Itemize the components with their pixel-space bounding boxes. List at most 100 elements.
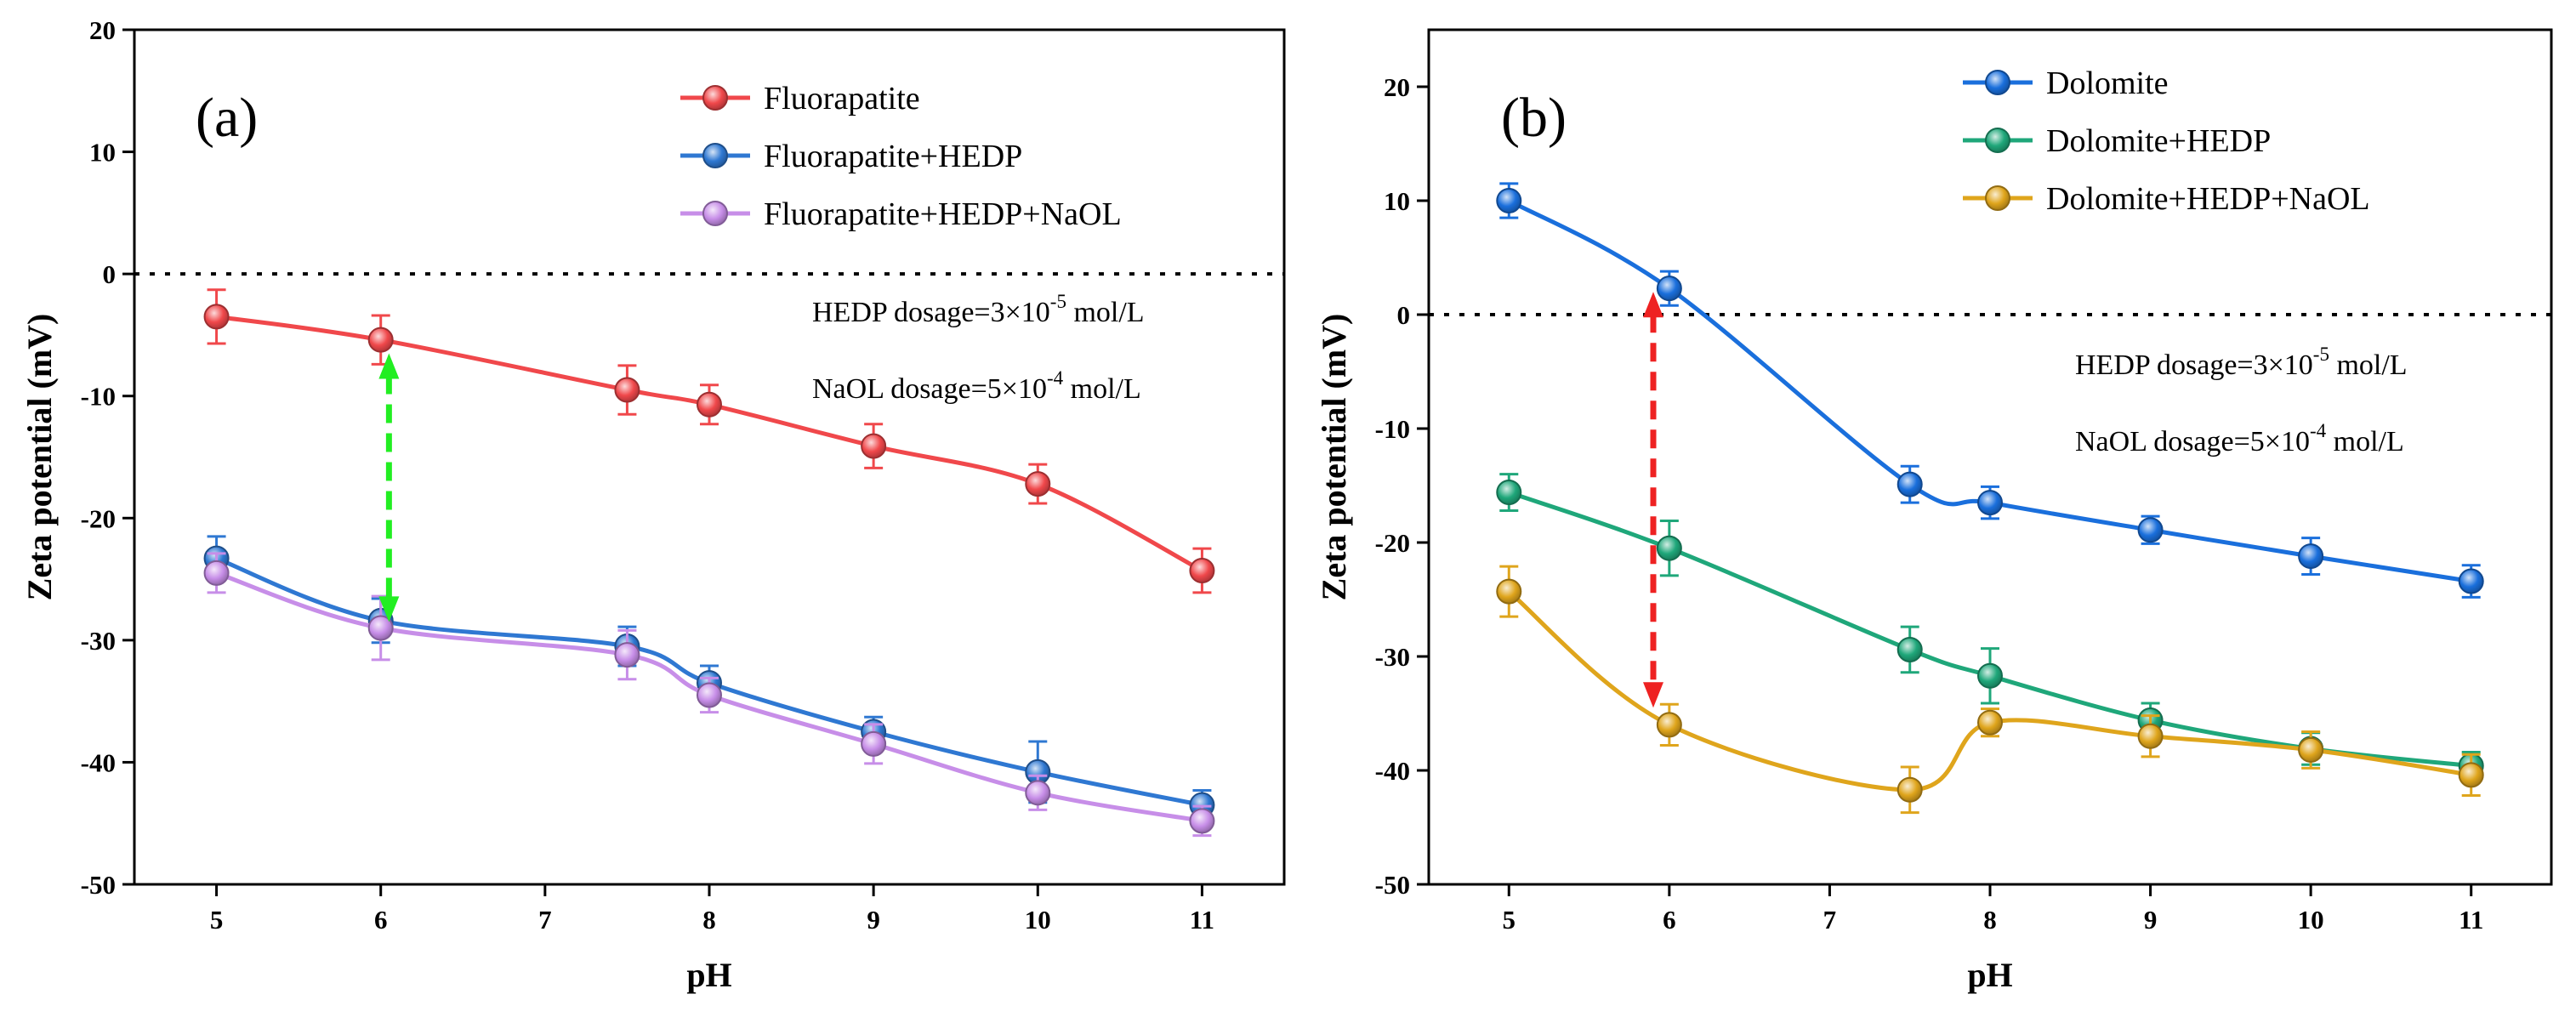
x-tick-label: 11: [1190, 905, 1214, 935]
data-point: [1977, 709, 2003, 736]
arrow-head-up: [1643, 292, 1663, 318]
dosage-annotation: NaOL dosage=5×10-4 mol/L: [812, 367, 1141, 405]
annotation-exponent: -4: [2310, 420, 2327, 441]
x-tick-label: 5: [1503, 905, 1516, 935]
data-point: [2137, 517, 2164, 543]
y-tick-label: -30: [81, 626, 116, 656]
x-axis-title: pH: [1967, 956, 2012, 994]
data-point: [1189, 558, 1215, 584]
y-tick-label: -50: [81, 870, 116, 900]
data-point: [2137, 723, 2164, 749]
x-axis-title: pH: [686, 956, 731, 994]
y-tick-label: -40: [81, 747, 116, 777]
data-point: [2298, 736, 2324, 763]
annotation-unit: mol/L: [2329, 349, 2408, 381]
legend-label: Fluorapatite+HEDP+NaOL: [764, 196, 1122, 232]
legend-marker: [702, 85, 728, 111]
data-point: [614, 377, 640, 403]
y-tick-label: -50: [1375, 870, 1410, 900]
annotation-text: NaOL dosage=5×10: [812, 373, 1047, 405]
data-point: [1656, 276, 1682, 302]
y-tick-label: -20: [1375, 528, 1410, 558]
legend-label: Fluorapatite: [764, 81, 920, 116]
data-point: [1977, 662, 2003, 689]
dosage-annotation: HEDP dosage=3×10-5 mol/L: [812, 291, 1145, 328]
legend-label: Dolomite: [2046, 65, 2169, 101]
data-point: [1496, 578, 1522, 605]
x-tick-label: 7: [538, 905, 552, 935]
series-line: [216, 314, 1203, 573]
x-tick-label: 6: [374, 905, 388, 935]
data-point: [614, 642, 640, 668]
y-tick-label: -10: [81, 382, 116, 412]
annotation-exponent: -4: [1047, 367, 1064, 389]
x-tick-label: 9: [867, 905, 880, 935]
data-point: [1896, 636, 1923, 662]
y-tick-label: -30: [1375, 642, 1410, 672]
y-tick-label: -20: [81, 503, 116, 533]
panel-label: (a): [196, 87, 258, 149]
x-tick-label: 10: [1025, 905, 1051, 935]
data-point: [861, 730, 887, 757]
data-point: [367, 327, 394, 353]
x-tick-label: 8: [702, 905, 716, 935]
y-tick-label: 0: [103, 259, 117, 289]
y-tick-label: -40: [1375, 756, 1410, 786]
annotation-unit: mol/L: [2326, 426, 2404, 457]
data-point: [697, 682, 722, 708]
legend-label: Dolomite+HEDP+NaOL: [2046, 181, 2370, 217]
dosage-annotation: HEDP dosage=3×10-5 mol/L: [2075, 344, 2408, 381]
data-point: [1025, 780, 1051, 806]
y-tick-label: 20: [89, 15, 116, 45]
y-tick-label: 0: [1397, 300, 1411, 330]
y-axis-title: Zeta potential (mV): [20, 314, 59, 601]
data-point: [1496, 188, 1522, 213]
x-tick-label: 11: [2459, 905, 2483, 935]
panel-label: (b): [1501, 87, 1567, 149]
x-tick-label: 5: [210, 905, 224, 935]
y-tick-label: 10: [1384, 186, 1410, 216]
x-tick-label: 7: [1823, 905, 1837, 935]
data-point: [2298, 543, 2324, 570]
data-point: [2458, 762, 2484, 788]
arrow-head-down: [378, 596, 400, 622]
y-axis-title: Zeta potential (mV): [1315, 314, 1353, 601]
data-point: [1189, 808, 1215, 834]
data-point: [1977, 490, 2003, 516]
chart-panel-b: 5 6 7 8 9 10 11 -50 -40 -30 -20 -10 0 10 20 pH Zeta pote…: [1315, 28, 2553, 994]
data-point: [1896, 776, 1923, 803]
series-fluorapatite: [203, 288, 1215, 594]
annotation-text: NaOL dosage=5×10: [2075, 426, 2310, 457]
x-tick-label: 8: [1983, 905, 1997, 935]
data-point: [2458, 568, 2484, 594]
data-point: [203, 560, 230, 586]
chart-panel-a: 5 6 7 8 9 10 11 -50 -40 -30 -20 -10 0 10 20 pH Zeta pote…: [20, 15, 1286, 994]
annotation-text: HEDP dosage=3×10: [812, 297, 1050, 328]
x-tick-label: 10: [2298, 905, 2324, 935]
arrow-head-down: [1643, 682, 1663, 708]
series-dolomite: [1496, 182, 2484, 599]
arrow-head-up: [378, 353, 400, 379]
y-tick-label: 20: [1384, 72, 1410, 102]
data-point: [1025, 471, 1051, 497]
annotation-exponent: -5: [2313, 344, 2329, 365]
legend-marker: [1985, 185, 2010, 211]
annotation-text: HEDP dosage=3×10: [2075, 349, 2313, 381]
y-tick-label: -10: [1375, 414, 1410, 444]
legend-label: Fluorapatite+HEDP: [764, 139, 1022, 174]
data-point: [1496, 480, 1522, 506]
x-tick-label: 9: [2144, 905, 2158, 935]
series-fluorapatite-plus-hedp-plus-naol: [203, 552, 1215, 838]
legend-label: Dolomite+HEDP: [2046, 123, 2271, 159]
legend-marker: [1985, 70, 2010, 95]
data-point: [1656, 712, 1682, 738]
annotation-unit: mol/L: [1066, 297, 1145, 328]
data-point: [367, 615, 394, 641]
annotation-unit: mol/L: [1063, 373, 1141, 405]
legend-marker: [702, 201, 728, 226]
data-point: [1656, 535, 1682, 561]
data-point: [203, 304, 230, 330]
series-dolomite-plus-hedp-plus-naol: [1496, 565, 2484, 815]
data-point: [1896, 471, 1923, 497]
